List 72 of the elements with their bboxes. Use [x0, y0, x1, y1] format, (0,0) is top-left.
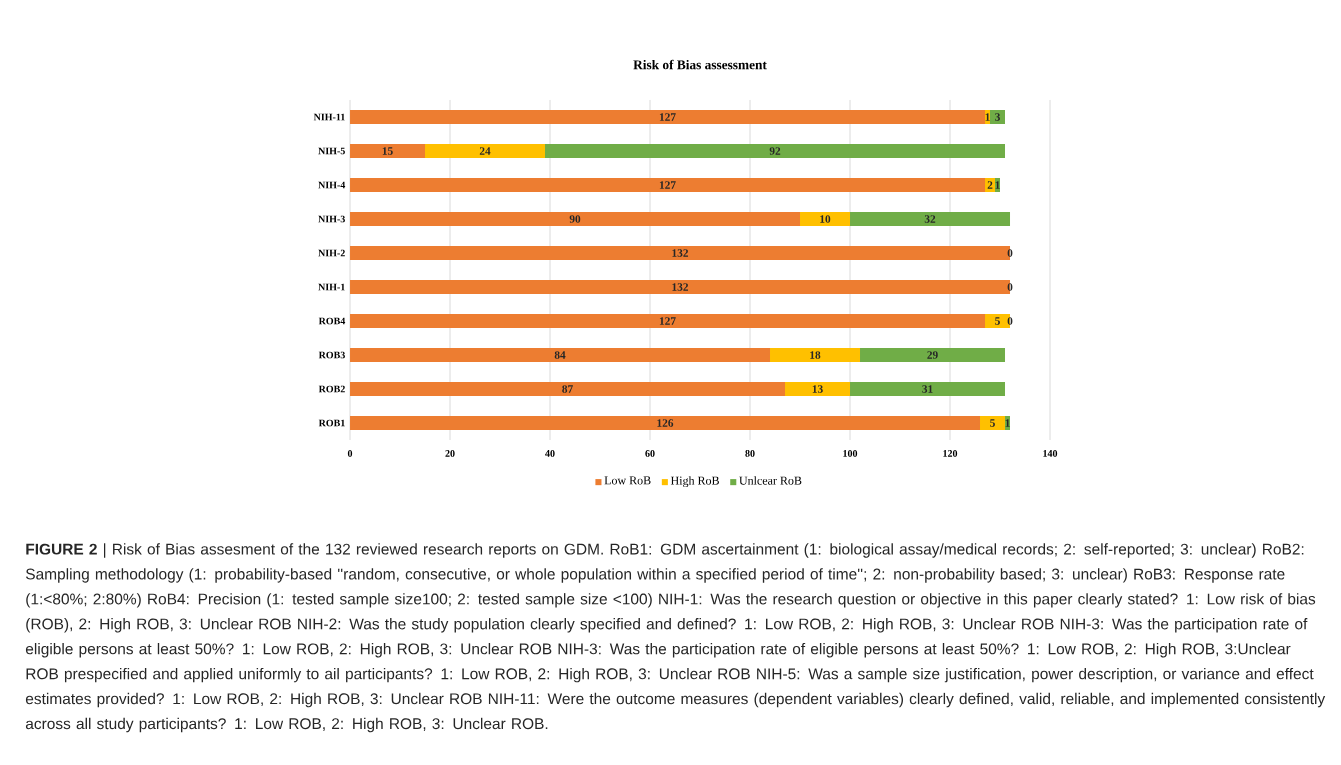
x-tick-label: 100: [843, 450, 858, 457]
data-label: 15: [382, 147, 393, 155]
bar: [425, 144, 546, 158]
data-label: 0: [1007, 283, 1013, 291]
data-label: 92: [769, 147, 781, 155]
data-label: 90: [569, 215, 581, 223]
y-tick-label: NIH-4: [318, 181, 346, 189]
legend-label: Unlcear RoB: [739, 476, 802, 485]
data-label: 2: [987, 181, 993, 189]
data-label: 132: [672, 249, 689, 257]
legend-label: Low RoB: [604, 476, 651, 485]
data-label: 127: [659, 317, 676, 325]
y-tick-label: NIH-3: [318, 215, 345, 223]
y-tick-label: ROB2: [318, 385, 345, 393]
data-label: 29: [927, 351, 938, 359]
bar: [350, 212, 801, 226]
data-label: 0: [1007, 249, 1013, 257]
x-tick-label: 40: [545, 450, 555, 457]
bar: [350, 382, 786, 396]
data-label: 84: [554, 351, 566, 359]
bar: [545, 144, 1006, 158]
y-tick-label: ROB4: [318, 317, 346, 325]
bar: [350, 348, 771, 362]
x-tick-label: 0: [347, 450, 353, 457]
bar: [350, 314, 986, 328]
bar: [800, 212, 851, 226]
data-label: 132: [672, 283, 689, 291]
data-label: 32: [924, 215, 936, 223]
data-label: 1: [985, 113, 990, 121]
legend-label: High RoB: [670, 476, 719, 488]
x-tick-label: 120: [943, 450, 958, 457]
bar: [985, 314, 1011, 328]
data-label: 127: [659, 181, 676, 189]
data-label: 1: [995, 181, 1000, 189]
y-tick-label: ROB3: [318, 351, 345, 359]
data-label: 18: [810, 351, 821, 359]
data-label: 127: [659, 113, 676, 121]
y-tick-label: ROB1: [318, 419, 345, 427]
data-label: 24: [479, 147, 491, 155]
bar: [860, 348, 1006, 362]
bar: [770, 348, 861, 362]
y-tick-label: NIH-11: [313, 113, 345, 121]
bar: [850, 212, 1011, 226]
chart-title: Risk of Bias assessment: [633, 59, 767, 70]
bar: [350, 246, 1011, 260]
bar: [785, 382, 851, 396]
y-tick-label: NIH-5: [318, 147, 345, 155]
x-tick-label: 140: [1043, 450, 1058, 457]
bar: [850, 382, 1006, 396]
y-tick-label: NIH-1: [318, 283, 345, 291]
data-label: 13: [812, 385, 823, 393]
text: FIGURE 2 | Risk of Bias assesment of the 132 reviewed research reports on GDM. RoB1: GDM ascertainment (1: biological assay/medical records; 2: self-reported; 3: unclear) RoB2: Sampling methodology (1: probability-based ''random, consecutive, or whole population within a specified period of time''; 2: non-probability based; 3: unclear) RoB3: Response rate (1:<80%; 2:80%) RoB4: Precision (1: tested sample size100; 2: tested sample size <100) NIH-1: Was the research question or objective in this paper clearly stated? 1: Low risk of bias (ROB), 2: High ROB, 3: Unclear ROB NIH-2: Was the study population clearly specified and defined? 1: Low ROB, 2: High ROB, 3: Unclear ROB NIH-3: Was the participation rate of eligible persons at least 50%? 1: Low ROB, 2: High ROB, 3: Unclear ROB NIH-3: Was the participation rate of eligible persons at least 50%? 1: Low ROB, 2: High ROB, 3:Unclear ROB prespecified and applied uniformly to ail participants? 1: Low ROB, 2: High ROB, 3: Unclear ROB NIH-5: Was a sample size justification, power description, or variance and effect estimates provided? 1: Low ROB, 2: High ROB, 3: Unclear ROB NIH-11: Were the outcome measures (dependent variables) clearly defined, valid, reliable, and implemented consistently across all study participants? 1: Low ROB, 2: High ROB, 3: Unclear ROB.: [25, 543, 1326, 733]
x-tick-label: 60: [645, 450, 655, 457]
x-tick-label: 80: [745, 450, 755, 457]
bar: [350, 144, 426, 158]
data-label: 3: [995, 113, 1000, 121]
data-label: 126: [657, 419, 674, 427]
bar: [350, 109, 986, 124]
bar: [350, 416, 981, 430]
bar: [990, 109, 1006, 124]
data-label: 87: [562, 385, 573, 393]
y-tick-label: NIH-2: [318, 249, 345, 257]
bar: [350, 280, 1011, 294]
data-label: 10: [820, 215, 831, 223]
x-tick-label: 20: [445, 450, 455, 457]
data-label: 1: [1005, 419, 1010, 427]
data-label: 31: [922, 385, 933, 393]
data-label: 0: [1007, 317, 1013, 325]
data-label: 5: [990, 419, 995, 427]
data-label: 5: [995, 317, 1000, 325]
bar: [350, 178, 986, 192]
bar: [980, 416, 1006, 430]
